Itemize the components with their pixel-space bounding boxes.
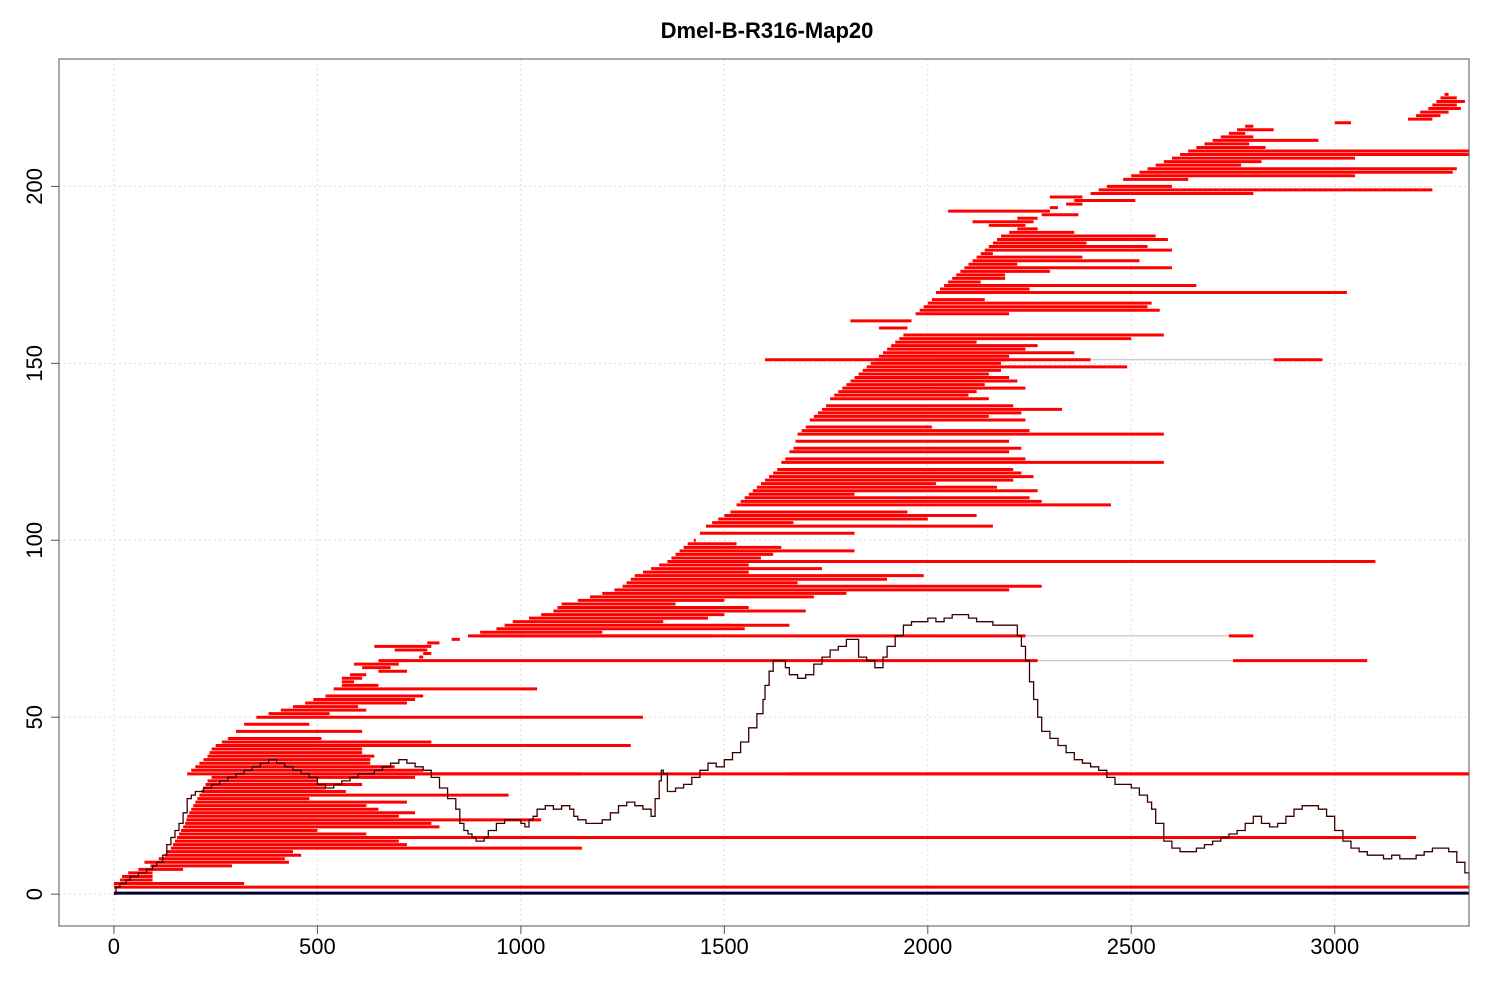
x-tick-label: 0 xyxy=(108,934,120,959)
x-tick-label: 3000 xyxy=(1310,934,1359,959)
coverage-line-group xyxy=(113,613,1470,895)
y-tick-label: 0 xyxy=(22,888,47,900)
coverage-line xyxy=(113,613,1470,895)
x-axis: 0 500 1000 1500 2000 2500 3000 xyxy=(108,925,1359,959)
x-tick-label: 500 xyxy=(299,934,336,959)
y-tick-label: 50 xyxy=(22,705,47,729)
x-tick-label: 2000 xyxy=(903,934,952,959)
segment-bars xyxy=(113,92,1469,889)
x-tick-label: 1500 xyxy=(700,934,749,959)
connector-lines xyxy=(581,359,1274,775)
chart-title: Dmel-B-R316-Map20 xyxy=(661,18,874,43)
y-tick-label: 150 xyxy=(22,345,47,382)
x-tick-label: 2500 xyxy=(1107,934,1156,959)
y-tick-label: 100 xyxy=(22,522,47,559)
y-tick-label: 200 xyxy=(22,168,47,205)
y-axis: 0 50 100 150 200 xyxy=(22,168,59,900)
x-tick-label: 1000 xyxy=(496,934,545,959)
